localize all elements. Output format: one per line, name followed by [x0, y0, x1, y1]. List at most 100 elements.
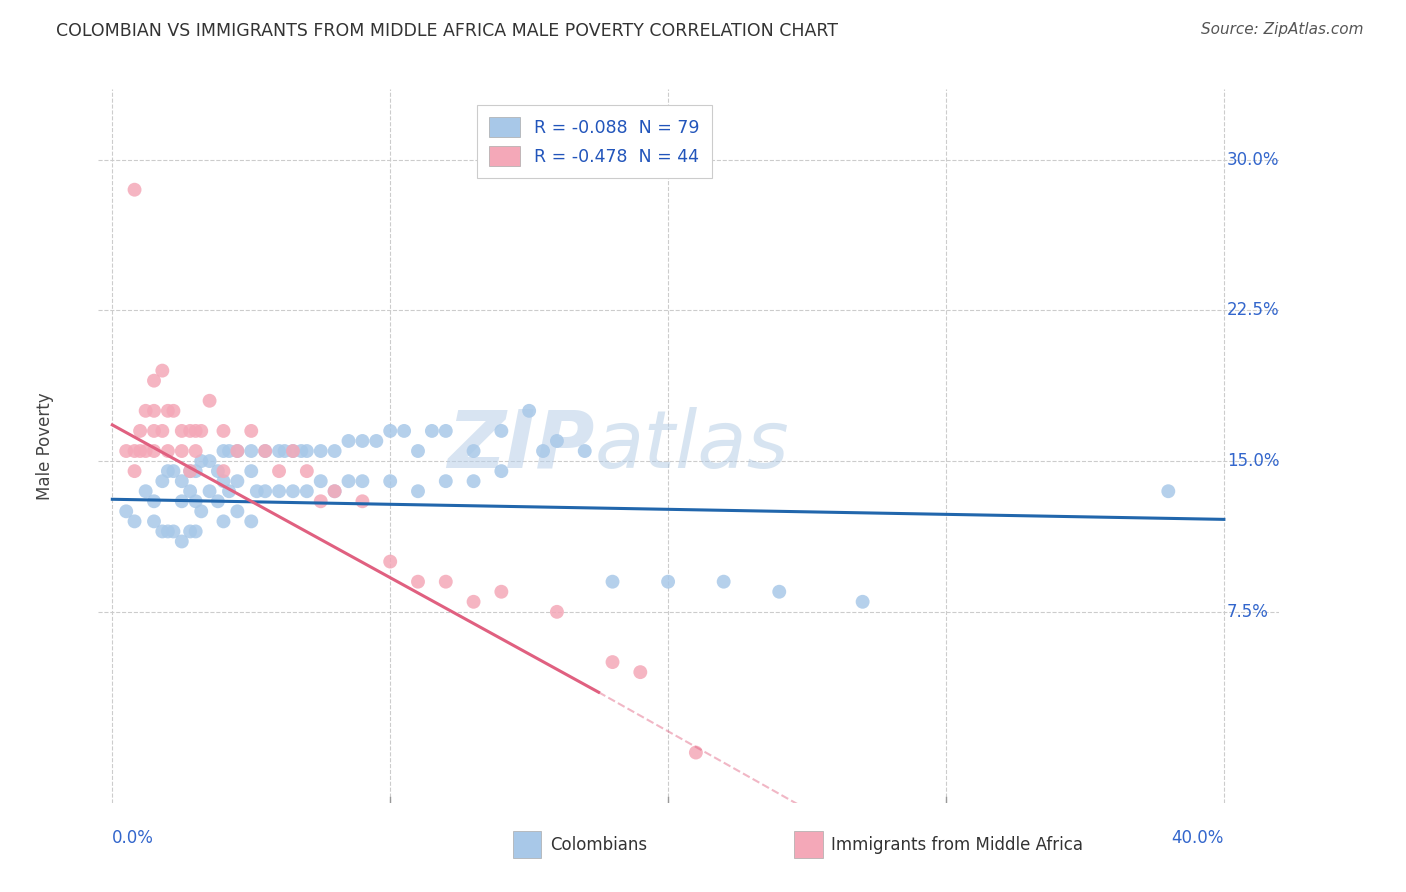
Text: 0.0%: 0.0%: [112, 829, 155, 847]
Point: [156, 444, 179, 458]
Point: [218, 444, 240, 458]
Text: 15.0%: 15.0%: [1226, 452, 1279, 470]
Point: [240, 444, 263, 458]
Point: [380, 555, 402, 569]
Point: [491, 424, 513, 438]
Text: 30.0%: 30.0%: [1226, 151, 1279, 169]
Point: [150, 424, 173, 438]
Point: [406, 484, 429, 499]
Point: [115, 504, 138, 518]
Point: [143, 374, 166, 388]
Point: [352, 494, 374, 508]
Point: [491, 464, 513, 478]
Point: [135, 404, 157, 418]
Point: [517, 404, 540, 418]
Point: [190, 424, 212, 438]
Point: [170, 424, 193, 438]
Point: [685, 746, 707, 760]
Point: [323, 444, 346, 458]
Point: [337, 434, 360, 448]
Point: [295, 444, 318, 458]
Text: Immigrants from Middle Africa: Immigrants from Middle Africa: [831, 836, 1083, 854]
Point: [309, 474, 332, 488]
Point: [179, 484, 201, 499]
Point: [135, 484, 157, 499]
Point: [198, 484, 221, 499]
Point: [179, 424, 201, 438]
Point: [179, 524, 201, 539]
Point: [273, 444, 295, 458]
Text: Male Poverty: Male Poverty: [37, 392, 55, 500]
Point: [290, 444, 312, 458]
Point: [434, 574, 457, 589]
Point: [162, 524, 184, 539]
Point: [156, 404, 179, 418]
Point: [212, 424, 235, 438]
Point: [246, 484, 269, 499]
Point: [546, 605, 568, 619]
Point: [129, 424, 152, 438]
Point: [226, 504, 249, 518]
Point: [240, 424, 263, 438]
Point: [143, 404, 166, 418]
Point: [352, 474, 374, 488]
Point: [170, 474, 193, 488]
Point: [143, 424, 166, 438]
Point: [190, 504, 212, 518]
Point: [491, 584, 513, 599]
Point: [602, 574, 624, 589]
Point: [198, 454, 221, 468]
Point: [124, 183, 146, 197]
Point: [602, 655, 624, 669]
Point: [184, 494, 207, 508]
Point: [179, 464, 201, 478]
Point: [115, 444, 138, 458]
Point: [281, 484, 304, 499]
Point: [380, 424, 402, 438]
Point: [768, 584, 790, 599]
Point: [434, 424, 457, 438]
Point: [337, 474, 360, 488]
Point: [281, 444, 304, 458]
Text: COLOMBIAN VS IMMIGRANTS FROM MIDDLE AFRICA MALE POVERTY CORRELATION CHART: COLOMBIAN VS IMMIGRANTS FROM MIDDLE AFRI…: [56, 22, 838, 40]
Point: [295, 464, 318, 478]
Point: [267, 444, 290, 458]
Text: 40.0%: 40.0%: [1171, 829, 1223, 847]
Point: [366, 434, 388, 448]
Point: [240, 464, 263, 478]
FancyBboxPatch shape: [794, 831, 823, 858]
Point: [162, 464, 184, 478]
Point: [226, 474, 249, 488]
Point: [380, 474, 402, 488]
Point: [323, 484, 346, 499]
Point: [150, 474, 173, 488]
Point: [170, 494, 193, 508]
Point: [150, 524, 173, 539]
Point: [1157, 484, 1180, 499]
Point: [212, 474, 235, 488]
Point: [852, 595, 875, 609]
FancyBboxPatch shape: [513, 831, 541, 858]
Text: 22.5%: 22.5%: [1226, 301, 1279, 319]
Point: [143, 515, 166, 529]
Point: [129, 444, 152, 458]
Point: [254, 444, 277, 458]
Point: [406, 574, 429, 589]
Point: [184, 444, 207, 458]
Point: [190, 454, 212, 468]
Point: [212, 464, 235, 478]
Point: [463, 474, 485, 488]
Point: [574, 444, 596, 458]
Point: [143, 444, 166, 458]
Point: [212, 515, 235, 529]
Point: [420, 424, 443, 438]
Point: [323, 484, 346, 499]
Point: [628, 665, 651, 680]
Point: [254, 444, 277, 458]
Text: Colombians: Colombians: [550, 836, 647, 854]
Point: [295, 484, 318, 499]
Point: [267, 464, 290, 478]
Point: [309, 494, 332, 508]
Point: [184, 424, 207, 438]
Point: [392, 424, 415, 438]
